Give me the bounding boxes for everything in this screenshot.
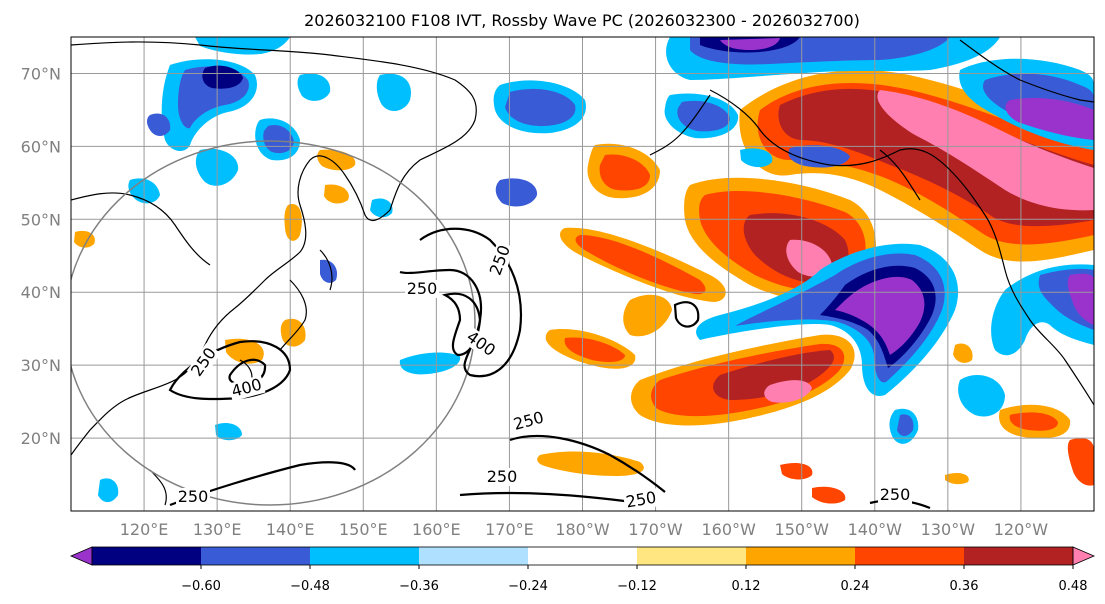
contour-label-background (509, 408, 548, 435)
contour-label-background (622, 488, 660, 511)
coastlines (71, 39, 1094, 506)
colorbar-outline (91, 546, 1074, 566)
longitude-label: 140°W (848, 520, 903, 539)
contour-label-background (176, 488, 210, 506)
contour-label: 250 (407, 279, 438, 298)
colorbar-extend-high (1072, 546, 1096, 566)
contour-label-background (405, 280, 439, 298)
ivt-shading (74, 37, 1094, 504)
colorbar-swatch (637, 547, 746, 565)
contour-label: 250 (178, 487, 209, 506)
graticule (71, 37, 1094, 511)
longitude-label: 120°W (994, 520, 1049, 539)
latitude-labels: 70°N 60°N 50°N 40°N 30°N 20°N (21, 64, 61, 448)
contour-label-background (878, 486, 912, 504)
contour-label-background (486, 241, 515, 280)
colorbar-swatch (419, 547, 528, 565)
pc-contours (168, 227, 931, 510)
map-title: 2026032100 F108 IVT, Rossby Wave PC (202… (304, 11, 860, 30)
colorbar-swatch (310, 547, 419, 565)
longitude-label: 160°E (412, 520, 461, 539)
colorbar-tick-label: 0.36 (950, 579, 979, 594)
colorbar-tick-label: −0.36 (399, 579, 439, 594)
contour-label: 250 (880, 485, 911, 504)
contour-label-background (186, 343, 222, 382)
longitude-label: 170°W (628, 520, 683, 539)
longitude-label: 140°E (266, 520, 315, 539)
colorbar-tick-label: −0.48 (290, 579, 330, 594)
colorbar-swatch (964, 547, 1073, 565)
longitude-label: 130°E (193, 520, 242, 539)
longitude-label: 160°W (701, 520, 756, 539)
latitude-label: 20°N (21, 429, 61, 448)
contour-label: 250 (624, 488, 657, 512)
latitude-label: 60°N (21, 137, 61, 156)
colorbar-swatch (201, 547, 310, 565)
colorbar-tick-label: −0.12 (617, 579, 657, 594)
colorbar-tick-label: 0.48 (1059, 579, 1088, 594)
longitude-labels: 120°E 130°E 140°E 150°E 160°E 170°E 180°W 170°W… (120, 520, 1049, 539)
colorbar-extend-low (69, 546, 93, 566)
contour-label-background (227, 375, 266, 402)
colorbar-tick-label: 0.24 (841, 579, 870, 594)
colorbar-tick-label: −0.24 (508, 579, 548, 594)
colorbar-swatch (855, 547, 964, 565)
longitude-label: 180°W (555, 520, 610, 539)
colorbar-tick-label: −0.60 (181, 579, 221, 594)
colorbar-swatch (92, 547, 201, 565)
longitude-label: 120°E (120, 520, 169, 539)
latitude-label: 30°N (21, 356, 61, 375)
colorbar-swatch (528, 547, 637, 565)
rossby-wave-region-circle (71, 140, 476, 506)
longitude-label: 170°E (485, 520, 534, 539)
colorbar-swatch (746, 547, 855, 565)
colorbar-tick-label: 0.12 (732, 579, 761, 594)
latitude-label: 40°N (21, 283, 61, 302)
contour-label: 250 (487, 467, 518, 486)
colorbar: −0.60 −0.48 −0.36 −0.24 −0.12 0.12 0.24 0.36 0.4… (69, 546, 1096, 594)
contour-label-background (485, 468, 519, 486)
longitude-label: 130°W (921, 520, 976, 539)
longitude-label: 150°E (339, 520, 388, 539)
longitude-label: 150°W (775, 520, 830, 539)
contour-label-background (461, 326, 500, 362)
latitude-label: 70°N (21, 64, 61, 83)
map-frame (70, 36, 1095, 512)
latitude-label: 50°N (21, 210, 61, 229)
